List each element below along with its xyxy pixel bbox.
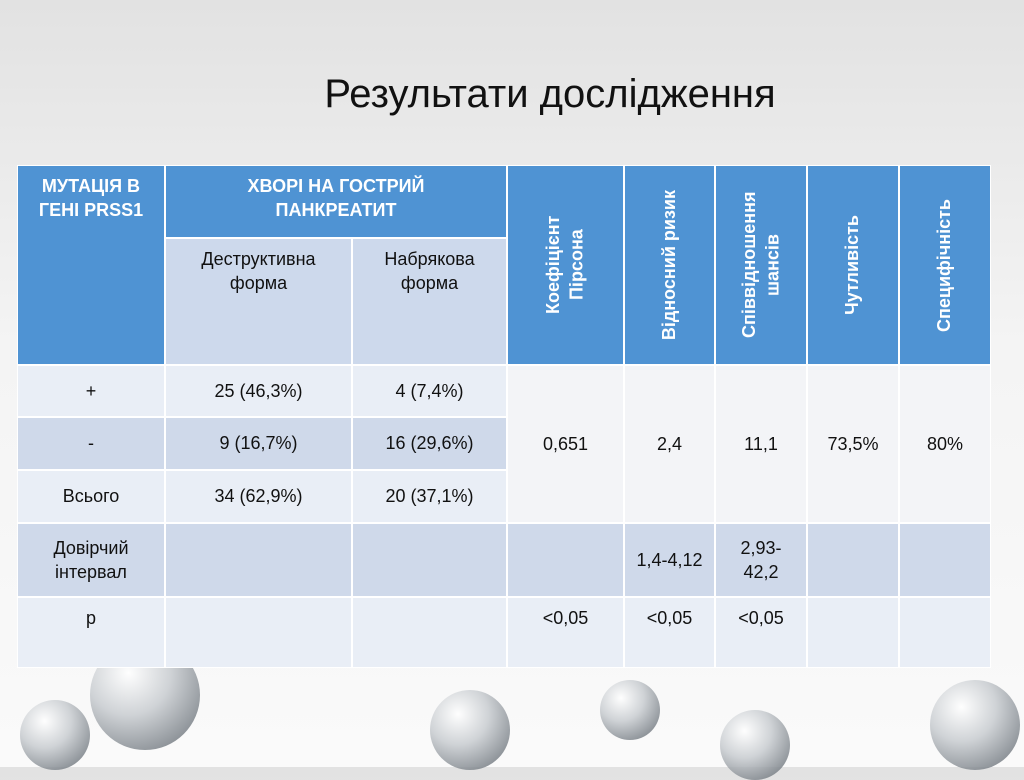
cell bbox=[807, 523, 899, 597]
header-cell: Коефіцієнт Пірсона bbox=[507, 165, 624, 365]
cell: 2,4 bbox=[624, 365, 715, 523]
cell: 1,4-4,12 bbox=[624, 523, 715, 597]
header-text: Чутливість bbox=[842, 215, 863, 315]
header-text: Коефіцієнт Пірсона bbox=[543, 215, 587, 315]
decor-bubble bbox=[600, 680, 660, 740]
header-cell: Деструктивна форма bbox=[165, 238, 352, 365]
cell: Довірчий інтервал bbox=[17, 523, 165, 597]
header-cell: МУТАЦІЯ В ГЕНІ PRSS1 bbox=[17, 165, 165, 365]
cell bbox=[165, 597, 352, 668]
cell: 2,93-42,2 bbox=[715, 523, 807, 597]
cell: р bbox=[17, 597, 165, 668]
header-text: Співвідношення шансів bbox=[738, 191, 782, 339]
cell: 20 (37,1%) bbox=[352, 470, 507, 523]
header-cell: Специфічність bbox=[899, 165, 991, 365]
cell: 9 (16,7%) bbox=[165, 417, 352, 470]
cell: 34 (62,9%) bbox=[165, 470, 352, 523]
cell: 11,1 bbox=[715, 365, 807, 523]
cell bbox=[165, 523, 352, 597]
header-cell: ХВОРІ НА ГОСТРИЙ ПАНКРЕАТИТ bbox=[165, 165, 507, 238]
cell: 0,651 bbox=[507, 365, 624, 523]
header-text: Відносний ризик bbox=[658, 189, 679, 341]
cell: 80% bbox=[899, 365, 991, 523]
cell: <0,05 bbox=[507, 597, 624, 668]
cell: + bbox=[17, 365, 165, 417]
header-cell: Співвідношення шансів bbox=[715, 165, 807, 365]
decor-bubble bbox=[20, 700, 90, 770]
cell bbox=[807, 597, 899, 668]
decor-bubble bbox=[720, 710, 790, 780]
cell: Всього bbox=[17, 470, 165, 523]
header-cell: Відносний ризик bbox=[624, 165, 715, 365]
cell bbox=[899, 597, 991, 668]
cell: <0,05 bbox=[624, 597, 715, 668]
decor-bubble bbox=[430, 690, 510, 770]
cell: - bbox=[17, 417, 165, 470]
cell: 25 (46,3%) bbox=[165, 365, 352, 417]
cell bbox=[352, 523, 507, 597]
cell: 4 (7,4%) bbox=[352, 365, 507, 417]
cell: 73,5% bbox=[807, 365, 899, 523]
header-cell: Набрякова форма bbox=[352, 238, 507, 365]
cell: <0,05 bbox=[715, 597, 807, 668]
cell bbox=[899, 523, 991, 597]
header-text: Специфічність bbox=[934, 198, 955, 332]
decor-bubble bbox=[930, 680, 1020, 770]
cell: 16 (29,6%) bbox=[352, 417, 507, 470]
cell bbox=[352, 597, 507, 668]
header-cell: Чутливість bbox=[807, 165, 899, 365]
slide-title: Результати дослідження bbox=[324, 72, 776, 116]
cell bbox=[507, 523, 624, 597]
